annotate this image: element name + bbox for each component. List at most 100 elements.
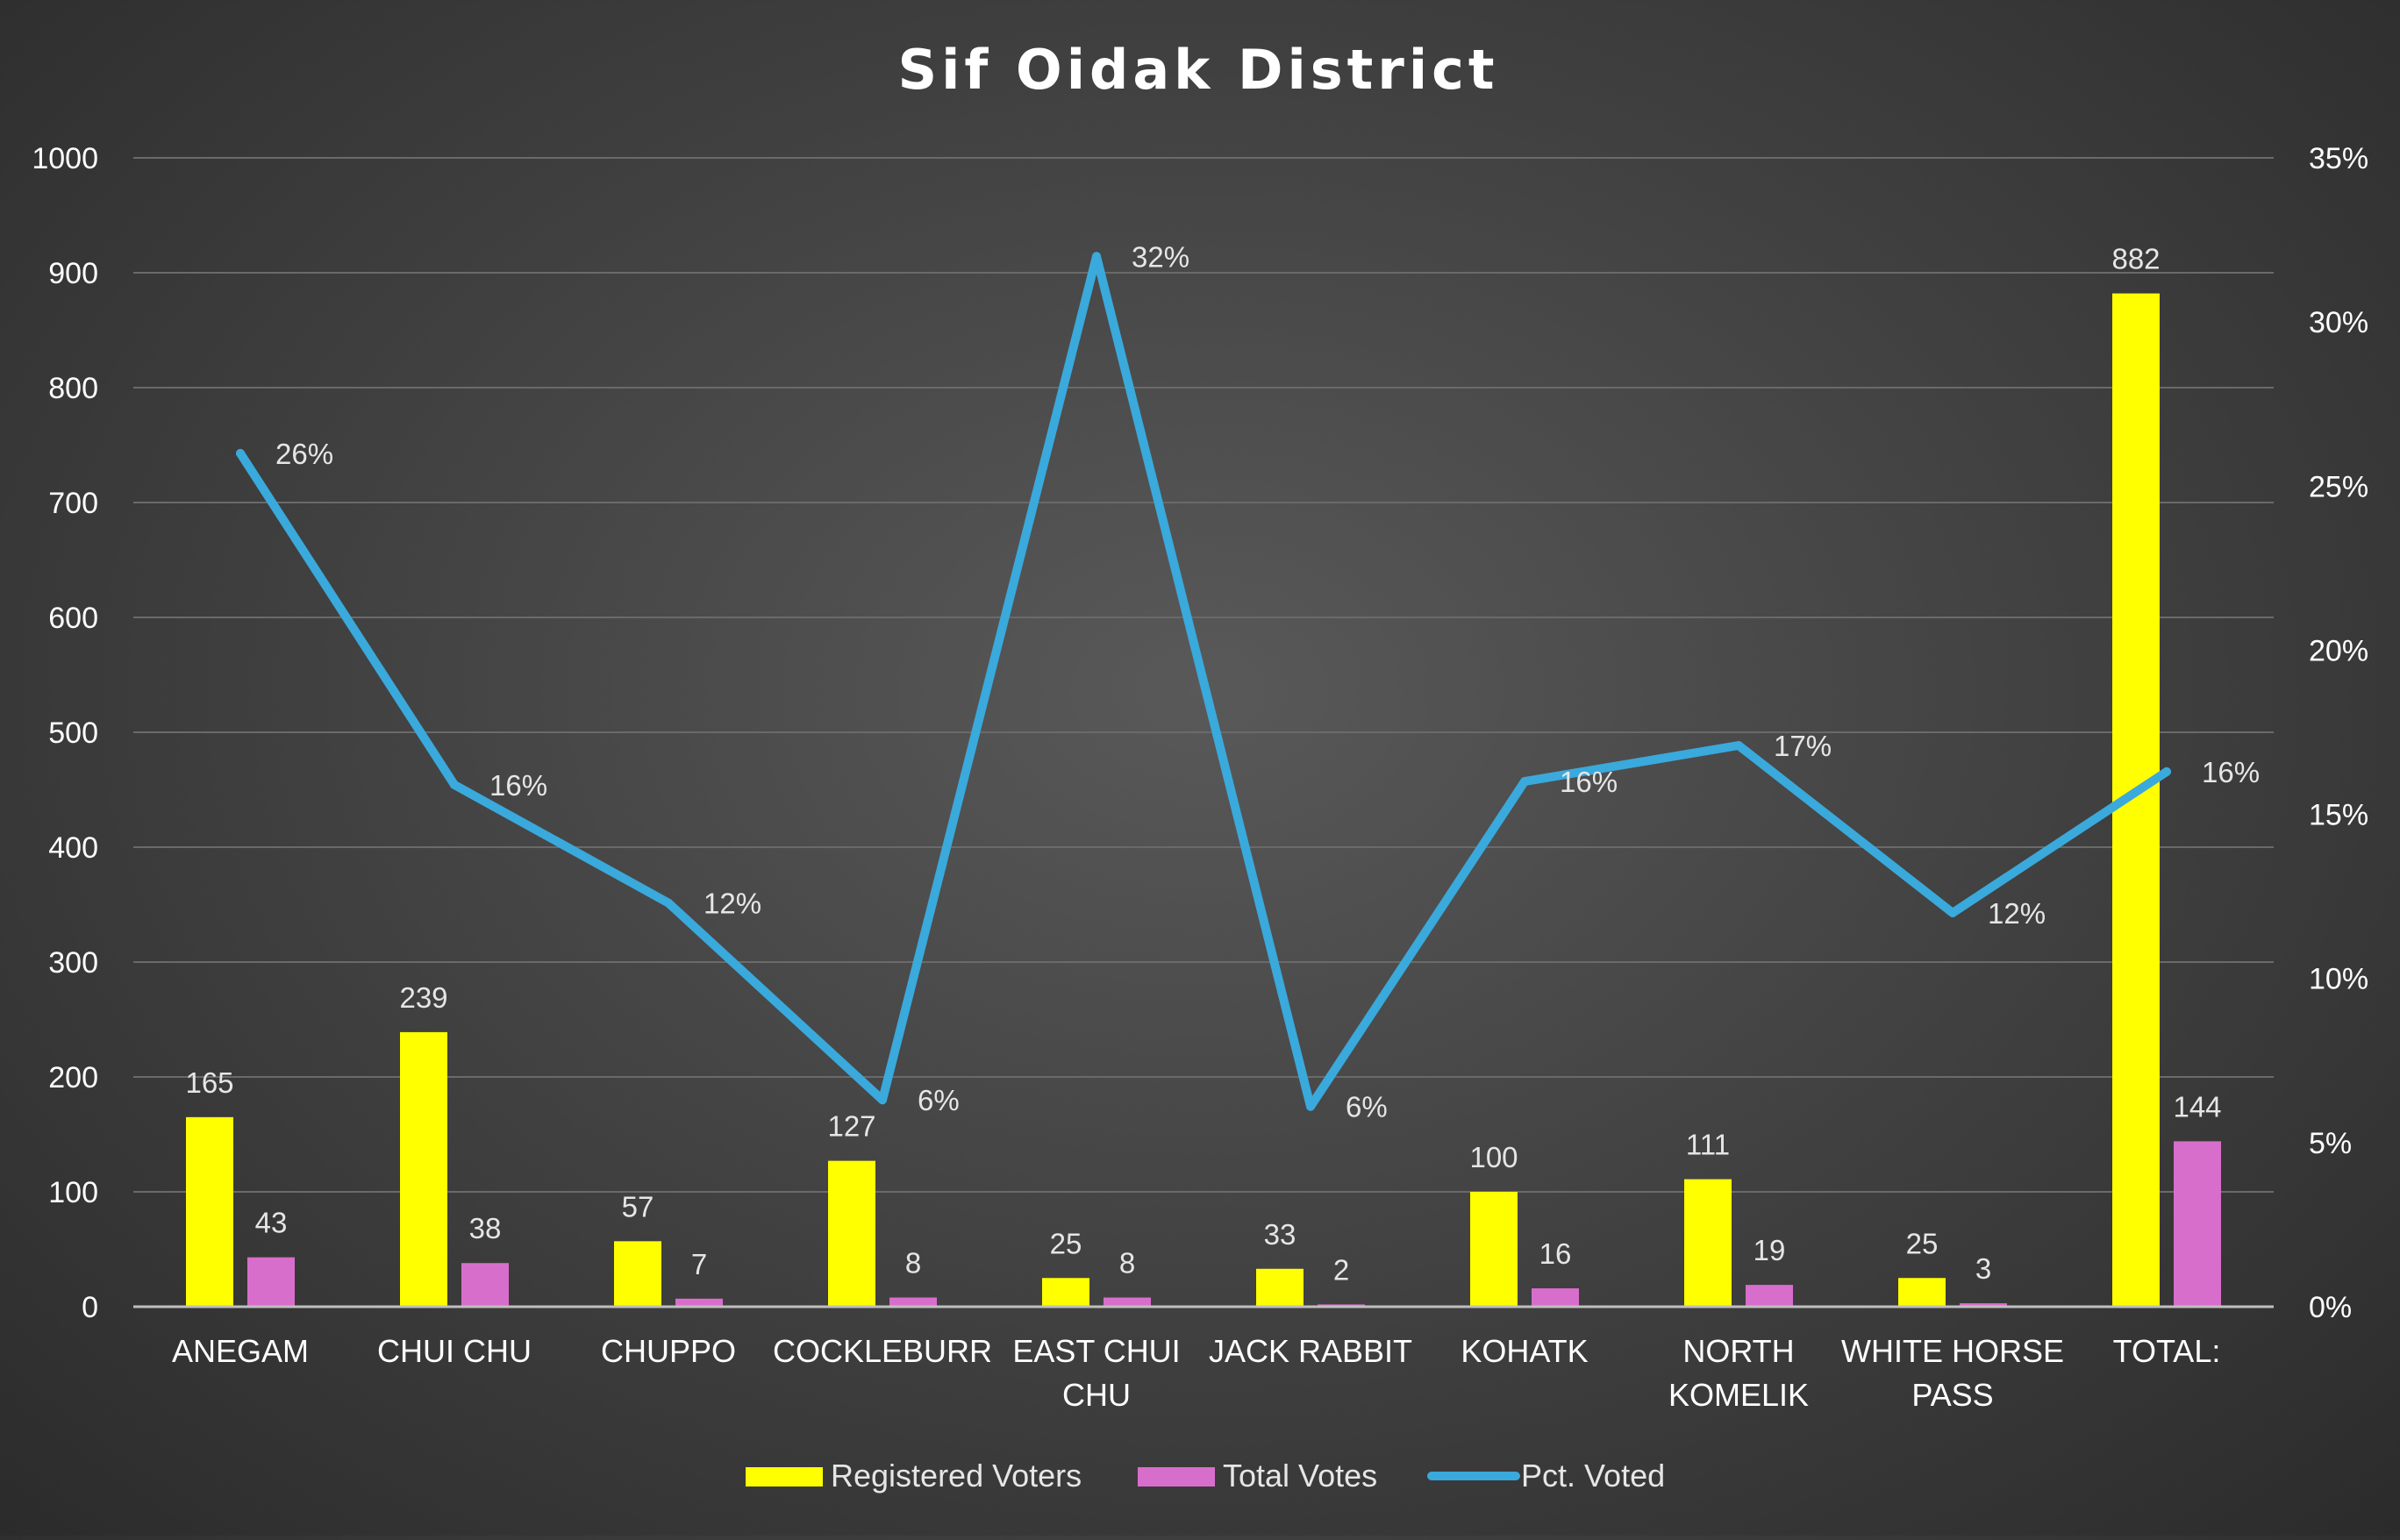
bar-data-label: 239 xyxy=(399,981,447,1014)
bar-data-label: 111 xyxy=(1686,1129,1730,1161)
category-label: JACK RABBIT xyxy=(1209,1333,1412,1369)
left-tick-label: 700 xyxy=(48,487,98,520)
bar-data-label: 7 xyxy=(691,1248,707,1280)
pct-voted-point xyxy=(1306,1102,1315,1111)
line-data-label: 16% xyxy=(489,769,547,802)
pct-voted-point xyxy=(236,448,245,458)
bar-data-label: 25 xyxy=(1906,1227,1939,1259)
category-label: PASS xyxy=(1911,1377,1993,1413)
bar-data-label: 165 xyxy=(185,1066,233,1099)
category-label: KOMELIK xyxy=(1668,1377,1809,1413)
category-label: CHUI CHU xyxy=(377,1333,532,1369)
bar-total-votes xyxy=(2174,1141,2221,1307)
bar-data-label: 3 xyxy=(1975,1252,1991,1285)
left-tick-label: 400 xyxy=(48,831,98,865)
left-tick-label: 500 xyxy=(48,717,98,750)
left-tick-label: 200 xyxy=(48,1061,98,1094)
left-tick-label: 300 xyxy=(48,946,98,980)
line-data-label: 32% xyxy=(1132,240,1189,273)
bar-total-votes xyxy=(675,1298,723,1307)
bar-registered-voters xyxy=(828,1160,875,1307)
right-tick-label: 35% xyxy=(2309,142,2368,175)
gridlines xyxy=(133,157,2274,1193)
bar-registered-voters xyxy=(186,1116,233,1307)
pct-voted-point xyxy=(664,898,673,908)
legend-label: Total Votes xyxy=(1223,1458,1377,1494)
line-data-label: 17% xyxy=(1774,730,1832,762)
bar-registered-voters xyxy=(1470,1192,1518,1307)
bar-registered-voters xyxy=(1256,1268,1304,1307)
line-data-label: 12% xyxy=(704,888,761,920)
right-tick-label: 25% xyxy=(2309,470,2368,503)
bar-registered-voters xyxy=(400,1031,447,1307)
bar-total-votes xyxy=(1532,1288,1579,1307)
bar-data-label: 25 xyxy=(1050,1227,1082,1259)
category-label: NORTH xyxy=(1682,1333,1794,1369)
pct-voted-point xyxy=(1948,908,1957,917)
bar-data-label: 57 xyxy=(622,1190,654,1223)
bar-data-label: 127 xyxy=(827,1110,875,1143)
bar-data-label: 33 xyxy=(1264,1218,1296,1251)
bar-total-votes xyxy=(1960,1303,2007,1307)
left-axis-ticks: 0 100 200 300 400 500 600 700 800 900 1000 xyxy=(32,142,98,1324)
right-tick-label: 30% xyxy=(2309,306,2368,339)
pct-voted-point xyxy=(1520,777,1529,787)
bar-registered-voters xyxy=(1684,1179,1732,1307)
left-tick-label: 600 xyxy=(48,602,98,635)
pct-voted-point xyxy=(878,1095,887,1105)
pct-voted-point xyxy=(450,780,459,789)
x-axis: ANEGAM CHUI CHU CHUPPO COCKLEBURR EAST CHUI C… xyxy=(133,1305,2274,1413)
pct-voted-point xyxy=(2162,766,2171,776)
left-tick-label: 800 xyxy=(48,372,98,405)
bar-total-votes xyxy=(461,1263,509,1307)
bar-total-votes xyxy=(1104,1297,1151,1307)
category-label: CHU xyxy=(1062,1377,1131,1413)
line-data-label: 26% xyxy=(275,438,333,470)
line-data-label: 16% xyxy=(1560,766,1618,798)
legend-label: Pct. Voted xyxy=(1521,1458,1665,1494)
pct-voted-line xyxy=(236,252,2171,1111)
left-tick-label: 900 xyxy=(48,257,98,290)
category-label: COCKLEBURR xyxy=(773,1333,992,1369)
pct-voted-point xyxy=(1734,740,1743,750)
category-label: ANEGAM xyxy=(172,1333,309,1369)
bar-data-label: 8 xyxy=(1119,1247,1135,1280)
chart-title: Sif Oidak District xyxy=(898,38,1499,102)
left-tick-label: 100 xyxy=(48,1176,98,1209)
legend-swatch xyxy=(746,1467,823,1487)
category-label: KOHATK xyxy=(1461,1333,1588,1369)
bar-total-votes xyxy=(1746,1285,1793,1307)
pct-voted-point xyxy=(1092,252,1101,261)
category-label: WHITE HORSE xyxy=(1841,1333,2064,1369)
bars xyxy=(186,293,2221,1308)
bar-data-label: 100 xyxy=(1469,1141,1518,1173)
bar-data-label: 16 xyxy=(1539,1237,1572,1270)
bar-total-votes xyxy=(247,1257,295,1307)
bar-data-label: 882 xyxy=(2111,243,2160,275)
bar-data-label: 43 xyxy=(255,1207,288,1239)
bar-total-votes xyxy=(889,1297,937,1307)
category-label: TOTAL: xyxy=(2113,1333,2221,1369)
right-tick-label: 5% xyxy=(2309,1127,2352,1160)
bar-data-label: 38 xyxy=(469,1212,502,1244)
category-label: EAST CHUI xyxy=(1012,1333,1180,1369)
legend-label: Registered Voters xyxy=(831,1458,1082,1494)
bar-registered-voters xyxy=(1042,1278,1089,1307)
line-data-label: 6% xyxy=(918,1084,960,1116)
right-axis-ticks: 0% 5% 10% 15% 20% 25% 30% 35% xyxy=(2309,142,2368,1324)
bar-data-label: 2 xyxy=(1333,1253,1349,1286)
bar-data-label: 8 xyxy=(905,1247,921,1280)
bar-registered-voters xyxy=(1898,1278,1946,1307)
right-tick-label: 15% xyxy=(2309,799,2368,832)
category-label: CHUPPO xyxy=(601,1333,736,1369)
legend: Registered Voters Total Votes Pct. Voted xyxy=(746,1458,1665,1494)
left-tick-label: 1000 xyxy=(32,142,98,175)
right-tick-label: 0% xyxy=(2309,1291,2352,1324)
bar-registered-voters xyxy=(614,1241,661,1307)
line-data-label: 16% xyxy=(2202,756,2260,788)
legend-swatch xyxy=(1138,1467,1215,1487)
left-tick-label: 0 xyxy=(82,1291,98,1324)
